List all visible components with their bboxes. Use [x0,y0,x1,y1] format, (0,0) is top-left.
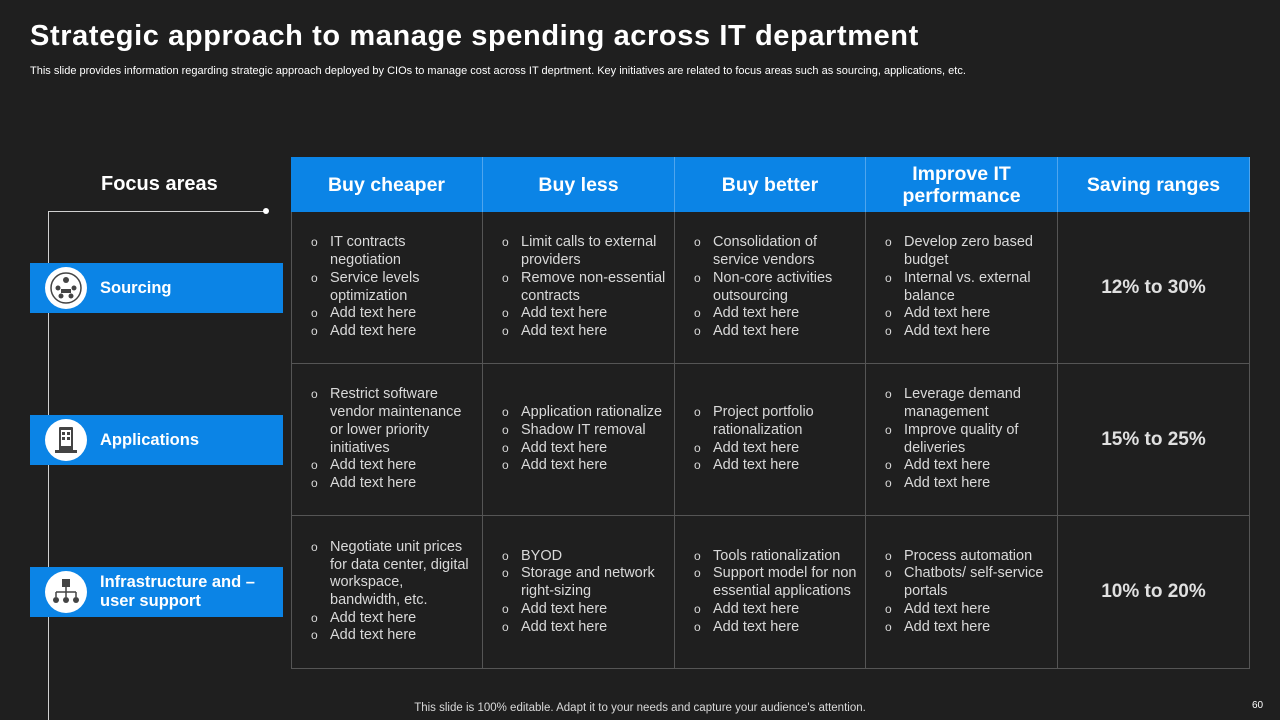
bullet-list: Leverage demand managementImprove qualit… [866,386,1057,492]
footer-note: This slide is 100% editable. Adapt it to… [414,702,866,714]
list-item: Limit calls to external providers [502,234,674,269]
table-cell-sourcing-saving: 12% to 30% [1058,212,1250,364]
list-item: BYOD [502,548,674,566]
focus-areas-title: Focus areas [101,173,218,195]
saving-range-value: 12% to 30% [1101,276,1206,298]
connector-dot [263,208,269,214]
list-item: Chatbots/ self-service portals [885,565,1057,600]
focus-item-label: Applications [100,430,200,449]
header-improve-it-performance: Improve IT performance [866,157,1058,212]
table-cell-sourcing-buy-less: Limit calls to external providersRemove … [483,212,675,364]
bullet-list: Tools rationalizationSupport model for n… [675,548,865,637]
focus-item-infrastructure: Infrastructure and – user support [30,567,283,617]
list-item: Add text here [885,457,1057,475]
people-network-icon [45,267,87,309]
list-item: Add text here [502,323,674,341]
table-cell-infrastructure-buy-better: Tools rationalizationSupport model for n… [675,516,866,669]
list-item: Add text here [311,627,482,645]
header-saving-ranges: Saving ranges [1058,157,1250,212]
list-item: Negotiate unit prices for data center, d… [311,539,482,610]
bullet-list: IT contracts negotiationService levels o… [292,234,482,340]
list-item: Add text here [694,440,865,458]
list-item: Add text here [311,305,482,323]
focus-item-applications: Applications [30,415,283,465]
slide-title: Strategic approach to manage spending ac… [30,20,919,52]
list-item: Add text here [885,305,1057,323]
bullet-list: Consolidation of service vendorsNon-core… [675,234,865,340]
focus-item-label: Sourcing [100,278,172,297]
bullet-list: Project portfolio rationalizationAdd tex… [675,404,865,475]
list-item: Add text here [694,323,865,341]
list-item: Process automation [885,548,1057,566]
list-item: Add text here [885,323,1057,341]
focus-item-label: Infrastructure and – user support [100,573,255,610]
list-item: Non-core activities outsourcing [694,270,865,305]
table-cell-sourcing-buy-cheaper: IT contracts negotiationService levels o… [291,212,483,364]
bullet-list: Process automationChatbots/ self-service… [866,548,1057,637]
list-item: Storage and network right-sizing [502,565,674,600]
list-item: Application rationalize [502,404,674,422]
list-item: Remove non-essential contracts [502,270,674,305]
list-item: IT contracts negotiation [311,234,482,269]
bullet-list: Limit calls to external providersRemove … [483,234,674,340]
list-item: Add text here [502,619,674,637]
table-cell-sourcing-buy-better: Consolidation of service vendorsNon-core… [675,212,866,364]
list-item: Add text here [311,457,482,475]
list-item: Project portfolio rationalization [694,404,865,439]
list-item: Restrict software vendor maintenance or … [311,386,482,457]
list-item: Add text here [311,475,482,493]
list-item: Add text here [502,601,674,619]
list-item: Add text here [694,619,865,637]
list-item: Service levels optimization [311,270,482,305]
bullet-list: Develop zero based budgetInternal vs. ex… [866,234,1057,340]
bullet-list: BYODStorage and network right-sizingAdd … [483,548,674,637]
list-item: Internal vs. external balance [885,270,1057,305]
table-cell-applications-buy-less: Application rationalizeShadow IT removal… [483,364,675,516]
saving-range-value: 15% to 25% [1101,428,1206,450]
list-item: Add text here [502,440,674,458]
header-buy-cheaper: Buy cheaper [291,157,483,212]
list-item: Develop zero based budget [885,234,1057,269]
list-item: Add text here [694,601,865,619]
connector-horizontal-line [48,211,266,212]
list-item: Add text here [311,610,482,628]
list-item: Shadow IT removal [502,422,674,440]
list-item: Support model for non essential applicat… [694,565,865,600]
list-item: Tools rationalization [694,548,865,566]
table-cell-applications-improve-it-performance: Leverage demand managementImprove qualit… [866,364,1058,516]
list-item: Improve quality of deliveries [885,422,1057,457]
org-structure-icon [45,571,87,613]
header-buy-less: Buy less [483,157,675,212]
list-item: Add text here [694,305,865,323]
bullet-list: Negotiate unit prices for data center, d… [292,539,482,645]
mobile-app-icon [45,419,87,461]
list-item: Add text here [502,457,674,475]
page-number: 60 [1252,700,1264,711]
strategy-table: Buy cheaper Buy less Buy better Improve IT … [291,157,1250,669]
list-item: Add text here [694,457,865,475]
bullet-list: Application rationalizeShadow IT removal… [483,404,674,475]
list-item: Add text here [311,323,482,341]
table-cell-sourcing-improve-it-performance: Develop zero based budgetInternal vs. ex… [866,212,1058,364]
list-item: Add text here [885,475,1057,493]
list-item: Add text here [885,619,1057,637]
table-cell-infrastructure-buy-less: BYODStorage and network right-sizingAdd … [483,516,675,669]
list-item: Add text here [885,601,1057,619]
table-cell-applications-saving: 15% to 25% [1058,364,1250,516]
focus-item-sourcing: Sourcing [30,263,283,313]
slide-subtitle: This slide provides information regardin… [30,65,966,77]
connector-vertical-line [48,211,49,720]
table-cell-applications-buy-cheaper: Restrict software vendor maintenance or … [291,364,483,516]
table-cell-applications-buy-better: Project portfolio rationalizationAdd tex… [675,364,866,516]
table-cell-infrastructure-buy-cheaper: Negotiate unit prices for data center, d… [291,516,483,669]
table-cell-infrastructure-saving: 10% to 20% [1058,516,1250,669]
header-buy-better: Buy better [675,157,866,212]
list-item: Add text here [502,305,674,323]
list-item: Leverage demand management [885,386,1057,421]
bullet-list: Restrict software vendor maintenance or … [292,386,482,492]
list-item: Consolidation of service vendors [694,234,865,269]
table-cell-infrastructure-improve-it-performance: Process automationChatbots/ self-service… [866,516,1058,669]
saving-range-value: 10% to 20% [1101,581,1206,602]
